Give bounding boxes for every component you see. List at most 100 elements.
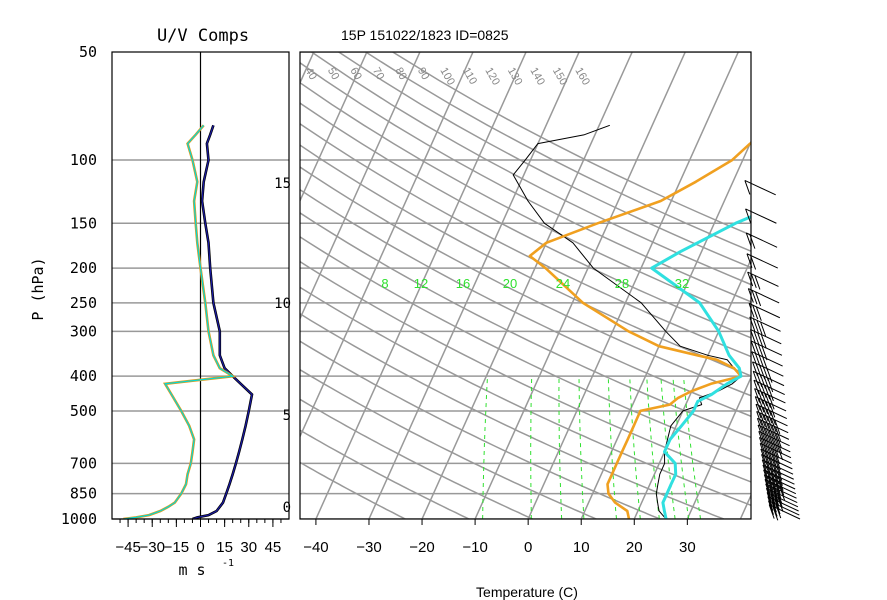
wind-barb-flag	[775, 484, 782, 499]
wind-barb-flag	[776, 466, 783, 481]
adiabat-label: 60	[347, 66, 364, 83]
wind-barb-flag	[770, 410, 776, 426]
wind-barb-flag	[762, 464, 769, 480]
wind-barb-flag	[772, 431, 779, 446]
wind-barb-flag	[750, 255, 757, 270]
isotherm-line	[51, 52, 261, 519]
wind-barb-flag	[767, 386, 774, 402]
uv-x-ticks: −45−30−15 0 15 30 45	[115, 519, 282, 556]
isotherm-line	[686, 375, 751, 519]
wind-barb-flag	[749, 234, 756, 249]
mixing-ratio-line	[660, 376, 676, 519]
uv-x-tick-label: 15	[216, 539, 233, 556]
mixing-ratio-line	[578, 376, 585, 519]
wind-barb-staff	[746, 253, 778, 269]
wind-barb-flag	[772, 464, 779, 480]
wind-barb-flag	[765, 393, 771, 408]
temperature-tick-label: 10	[573, 539, 590, 556]
pressure-tick-label: 700	[70, 454, 97, 472]
uv-x-tick-label: 30	[240, 539, 257, 556]
isotherm-line	[474, 52, 686, 519]
wind-barb-flag	[764, 421, 771, 436]
wind-barb-flag	[761, 426, 768, 441]
wind-barb-staff	[750, 328, 782, 345]
wind-barb-flag	[774, 474, 780, 490]
wind-barb-flag	[757, 424, 764, 440]
wind-barb-flag	[751, 290, 758, 305]
wind-barb-flag	[770, 473, 777, 488]
v-outline-line	[123, 124, 237, 519]
pressure-tick-label: 500	[70, 402, 97, 420]
dry-adiabat-line	[300, 166, 751, 397]
wind-barb-flag	[770, 418, 777, 433]
dry-adiabat-line	[300, 212, 751, 439]
wind-barb-flag	[760, 419, 767, 435]
wind-barb-flag	[754, 388, 761, 403]
isotherm-line	[300, 52, 421, 321]
dry-adiabat-line	[300, 368, 597, 519]
uv-x-tick-label: −15	[164, 539, 189, 556]
wind-barb-flag	[758, 431, 765, 446]
wind-barb-flag	[761, 345, 768, 361]
mixing-ratio-line	[530, 376, 533, 519]
wind-barb-flag	[765, 434, 772, 449]
wind-barb-flag	[757, 381, 764, 397]
skewt-grid	[0, 52, 887, 519]
mixing-ratio-label: 28	[615, 276, 629, 291]
wind-barb-flag	[751, 351, 758, 366]
wind-barb-flag	[764, 428, 771, 443]
wind-barb-flag	[775, 433, 782, 448]
wind-barb-staff	[749, 316, 781, 332]
wind-barb-flag	[761, 454, 768, 469]
wind-barb-flag	[770, 498, 777, 513]
wind-barb-flag	[773, 495, 780, 511]
dry-adiabat-line	[300, 260, 751, 483]
wind-barb-flag	[773, 444, 780, 459]
wind-barb-flag	[772, 506, 779, 521]
isotherm-line	[0, 52, 102, 519]
wind-barb-flag	[769, 403, 776, 418]
wind-barb-flag	[777, 497, 784, 512]
isotherm-line	[300, 52, 474, 439]
temperature-tick-label: 20	[626, 539, 643, 556]
uv-x-tick-label: 45	[265, 539, 282, 556]
height-km-label: 10	[274, 296, 291, 312]
adiabat-label: 50	[325, 66, 342, 83]
wind-barb-flag	[755, 291, 762, 307]
wind-barb-flag	[770, 448, 777, 463]
wind-barb-flag	[768, 485, 775, 500]
height-km-label: 15	[274, 176, 291, 192]
isotherm-line	[793, 52, 887, 519]
wind-barb-flag	[763, 444, 770, 460]
dry-adiabat-line	[300, 236, 751, 461]
dry-adiabat-line	[300, 144, 751, 377]
wind-barb-flag	[764, 456, 771, 471]
left-panel-title: U/V Comps	[157, 26, 249, 46]
wind-barb-flag	[768, 504, 775, 519]
wind-barb-flag	[772, 487, 779, 502]
wind-barb-staff	[753, 379, 785, 395]
adiabat-label: 100	[437, 66, 457, 88]
isotherm-line	[300, 52, 368, 203]
wind-barb-flag	[774, 499, 781, 515]
wind-barb-flag	[754, 353, 761, 368]
parcel-line	[650, 215, 751, 519]
wind-barb-flag	[747, 288, 754, 303]
wind-barb-staff	[745, 208, 777, 224]
wind-barb-flag	[768, 395, 775, 410]
wind-barb-flag	[763, 414, 770, 429]
mixing-ratio-label: 20	[503, 276, 517, 291]
dry-adiabat-line	[300, 286, 751, 507]
wind-barb-flag	[756, 411, 763, 426]
uv-grid	[112, 52, 289, 520]
isotherm-line	[368, 52, 580, 519]
wind-barb-staff	[751, 351, 783, 367]
dry-adiabat-line	[300, 429, 470, 519]
wind-barb-flag	[761, 391, 768, 407]
wind-barb-flag	[759, 443, 766, 458]
sounding-series	[512, 124, 751, 519]
v-component-line	[123, 124, 235, 519]
wind-barb-flag	[754, 275, 761, 290]
temperature-tick-label: −40	[303, 539, 328, 556]
wind-barb-flag	[761, 459, 768, 474]
